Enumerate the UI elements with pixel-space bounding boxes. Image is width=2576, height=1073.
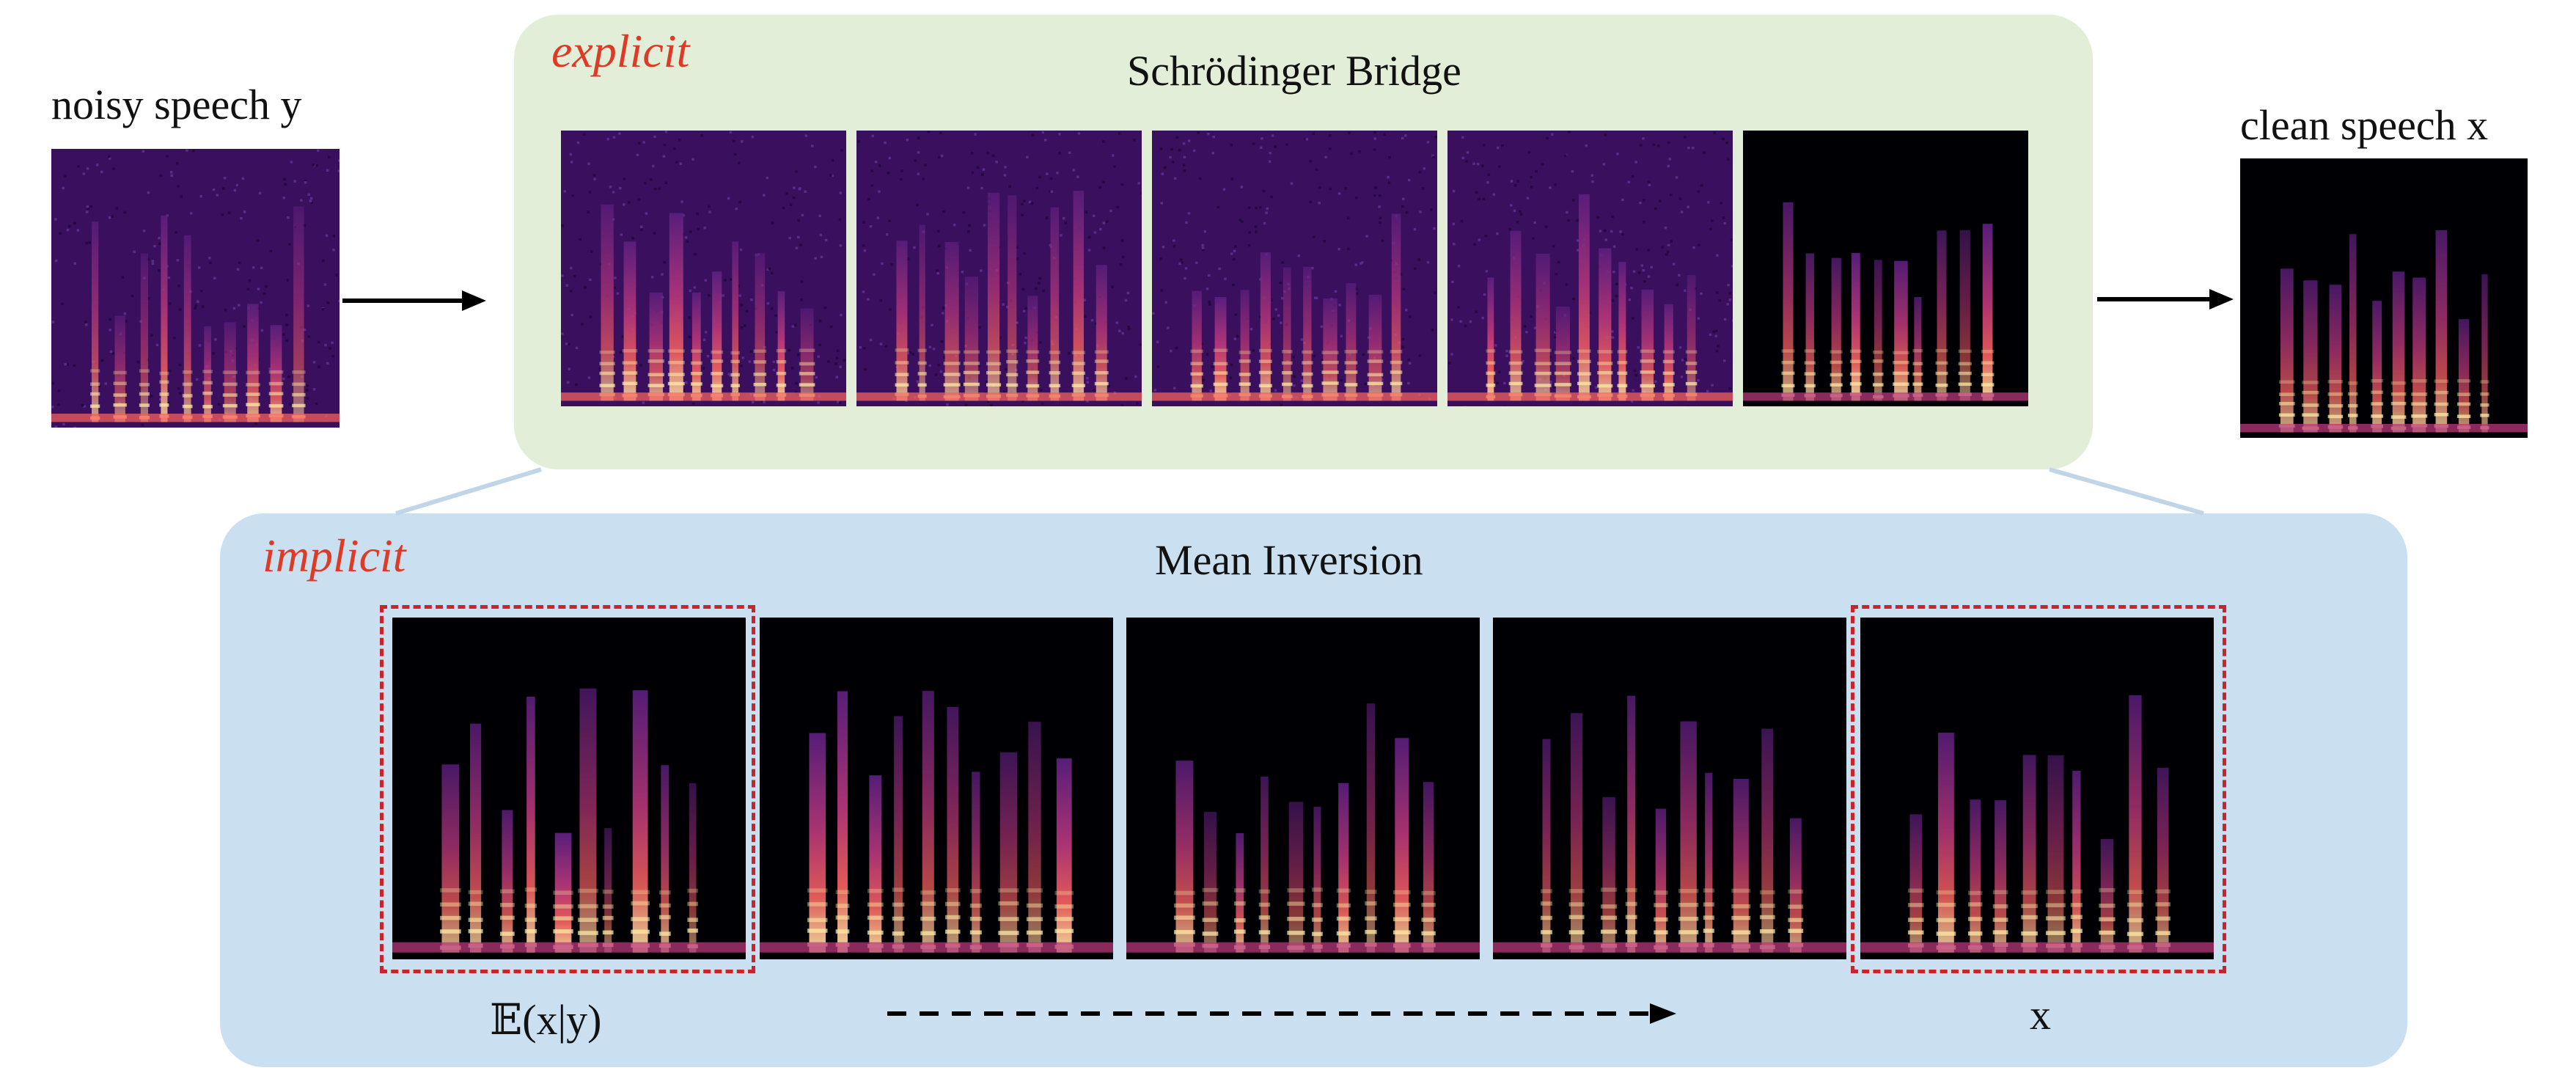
expectation-label: 𝔼(x|y) (490, 996, 602, 1044)
inversion-spectrogram-3 (1126, 618, 1480, 959)
inversion-direction-arrow (887, 1003, 1676, 1024)
bridge-spectrogram-1 (561, 131, 846, 406)
inversion-spectrogram-1 (392, 618, 746, 959)
bridge-spectrogram-5 (1743, 131, 2028, 406)
inversion-spectrogram-4 (1493, 618, 1846, 959)
mean-inversion-title: Mean Inversion (1155, 536, 1423, 584)
x-label: x (2030, 991, 2051, 1039)
final-x-highlight-box (1851, 605, 2226, 973)
input-arrow (342, 290, 486, 311)
clean-speech-label: clean speech x (2240, 101, 2489, 149)
clean-spectrogram (2240, 158, 2528, 438)
schrodinger-bridge-title: Schrödinger Bridge (1127, 47, 1461, 95)
bridge-spectrogram-4 (1447, 131, 1733, 406)
inversion-spectrogram-5 (1860, 618, 2214, 959)
explicit-tag: explicit (551, 25, 690, 77)
inversion-spectrogram-2 (760, 618, 1113, 959)
bridge-spectrogram-2 (856, 131, 1142, 406)
output-arrow (2097, 289, 2234, 310)
implicit-tag: implicit (263, 530, 406, 582)
noisy-spectrogram (51, 149, 340, 428)
bridge-spectrogram-3 (1152, 131, 1437, 406)
noisy-speech-label: noisy speech y (51, 81, 302, 128)
expected-value-highlight-box (380, 605, 755, 973)
